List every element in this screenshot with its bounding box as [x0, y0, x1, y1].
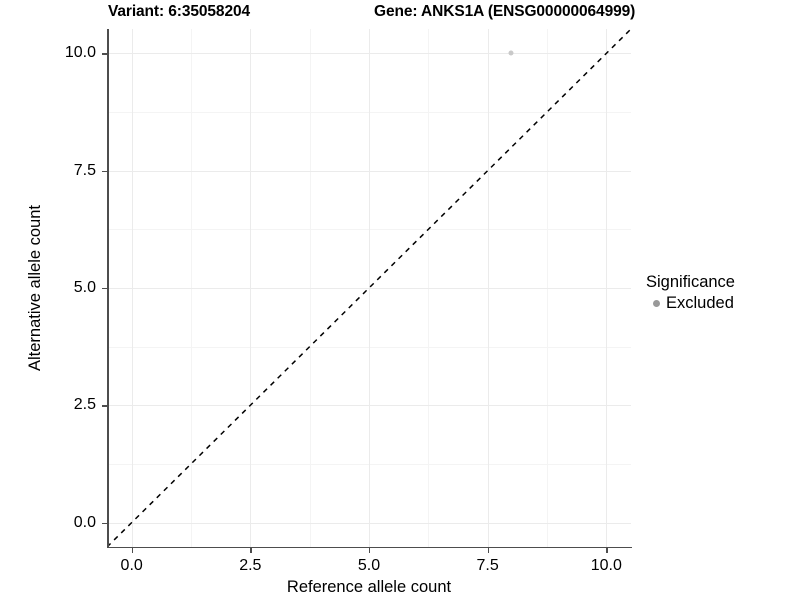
y-axis-tick — [102, 405, 107, 407]
x-axis-line — [107, 546, 632, 549]
legend-item[interactable]: Excluded — [646, 293, 735, 313]
gridline — [107, 522, 631, 524]
gene-title: Gene: ANKS1A (ENSG00000064999) — [374, 3, 636, 20]
legend-title: Significance — [646, 273, 735, 291]
legend-entries: Excluded — [646, 293, 735, 313]
y-axis-tick-label: 7.5 — [73, 161, 96, 179]
data-point[interactable] — [508, 50, 514, 56]
y-axis-tick — [102, 522, 107, 524]
y-axis-tick — [102, 53, 107, 55]
gridline — [107, 170, 631, 172]
legend-dot — [652, 299, 660, 307]
x-axis-tick-label: 0.0 — [120, 557, 143, 574]
legend-item-label: Excluded — [666, 294, 734, 312]
y-axis-tick-label: 10.0 — [64, 44, 96, 62]
x-axis-tick — [606, 548, 608, 553]
plot-panel — [107, 29, 631, 547]
y-axis-tick-label: 0.0 — [73, 513, 96, 531]
gridline — [107, 405, 631, 407]
x-axis-title: Reference allele count — [286, 578, 452, 596]
y-axis-tick — [102, 288, 107, 290]
plot-panel-inner — [107, 29, 631, 547]
x-axis-tick — [369, 548, 371, 553]
y-axis-tick-label: 2.5 — [73, 396, 96, 414]
x-axis-tick-label: 7.5 — [476, 557, 499, 574]
x-axis-tick-label: 10.0 — [590, 557, 622, 574]
variant-title: Variant: 6:35058204 — [108, 3, 251, 20]
gridline — [107, 288, 631, 289]
x-axis-tick — [250, 548, 252, 553]
y-axis-tick-label: 5.0 — [73, 279, 96, 296]
y-axis-tick — [102, 170, 107, 173]
x-axis-tick — [131, 548, 134, 553]
legend: Significance Excluded — [646, 272, 735, 313]
x-axis-tick-label: 5.0 — [357, 557, 381, 574]
chart-title-row: Variant: 6:35058204 Gene: ANKS1A (ENSG00… — [0, 3, 730, 25]
x-axis-tick — [487, 548, 490, 553]
y-axis-line — [107, 29, 109, 548]
gridline — [107, 53, 631, 55]
y-axis-title: Alternative allele count — [26, 205, 44, 372]
legend-marker-circle-icon — [646, 299, 666, 307]
x-axis-tick-label: 2.5 — [239, 557, 262, 574]
